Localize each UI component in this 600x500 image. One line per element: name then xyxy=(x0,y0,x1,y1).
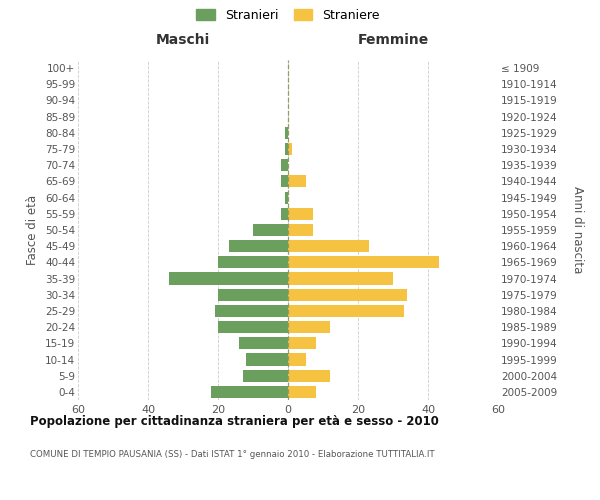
Bar xyxy=(284,127,288,139)
Bar xyxy=(218,256,288,268)
Bar xyxy=(288,321,330,333)
Bar xyxy=(288,305,404,317)
Text: Popolazione per cittadinanza straniera per età e sesso - 2010: Popolazione per cittadinanza straniera p… xyxy=(30,415,439,428)
Bar xyxy=(239,338,288,349)
Bar xyxy=(281,159,288,172)
Bar xyxy=(281,208,288,220)
Bar xyxy=(288,208,313,220)
Text: Femmine: Femmine xyxy=(358,33,428,47)
Y-axis label: Anni di nascita: Anni di nascita xyxy=(571,186,584,274)
Bar xyxy=(288,354,305,366)
Bar xyxy=(281,176,288,188)
Bar xyxy=(288,288,407,301)
Legend: Stranieri, Straniere: Stranieri, Straniere xyxy=(193,5,383,25)
Bar xyxy=(211,386,288,398)
Bar xyxy=(218,321,288,333)
Bar xyxy=(242,370,288,382)
Text: COMUNE DI TEMPIO PAUSANIA (SS) - Dati ISTAT 1° gennaio 2010 - Elaborazione TUTTI: COMUNE DI TEMPIO PAUSANIA (SS) - Dati IS… xyxy=(30,450,434,459)
Bar xyxy=(288,240,368,252)
Bar xyxy=(288,386,316,398)
Bar xyxy=(288,176,305,188)
Bar xyxy=(288,224,313,236)
Bar xyxy=(288,143,292,155)
Bar xyxy=(288,338,316,349)
Y-axis label: Fasce di età: Fasce di età xyxy=(26,195,40,265)
Bar xyxy=(215,305,288,317)
Text: Maschi: Maschi xyxy=(156,33,210,47)
Bar xyxy=(288,272,393,284)
Bar xyxy=(218,288,288,301)
Bar xyxy=(288,256,439,268)
Bar xyxy=(284,192,288,203)
Bar xyxy=(246,354,288,366)
Bar xyxy=(169,272,288,284)
Bar xyxy=(253,224,288,236)
Bar xyxy=(284,143,288,155)
Bar xyxy=(288,370,330,382)
Bar xyxy=(229,240,288,252)
